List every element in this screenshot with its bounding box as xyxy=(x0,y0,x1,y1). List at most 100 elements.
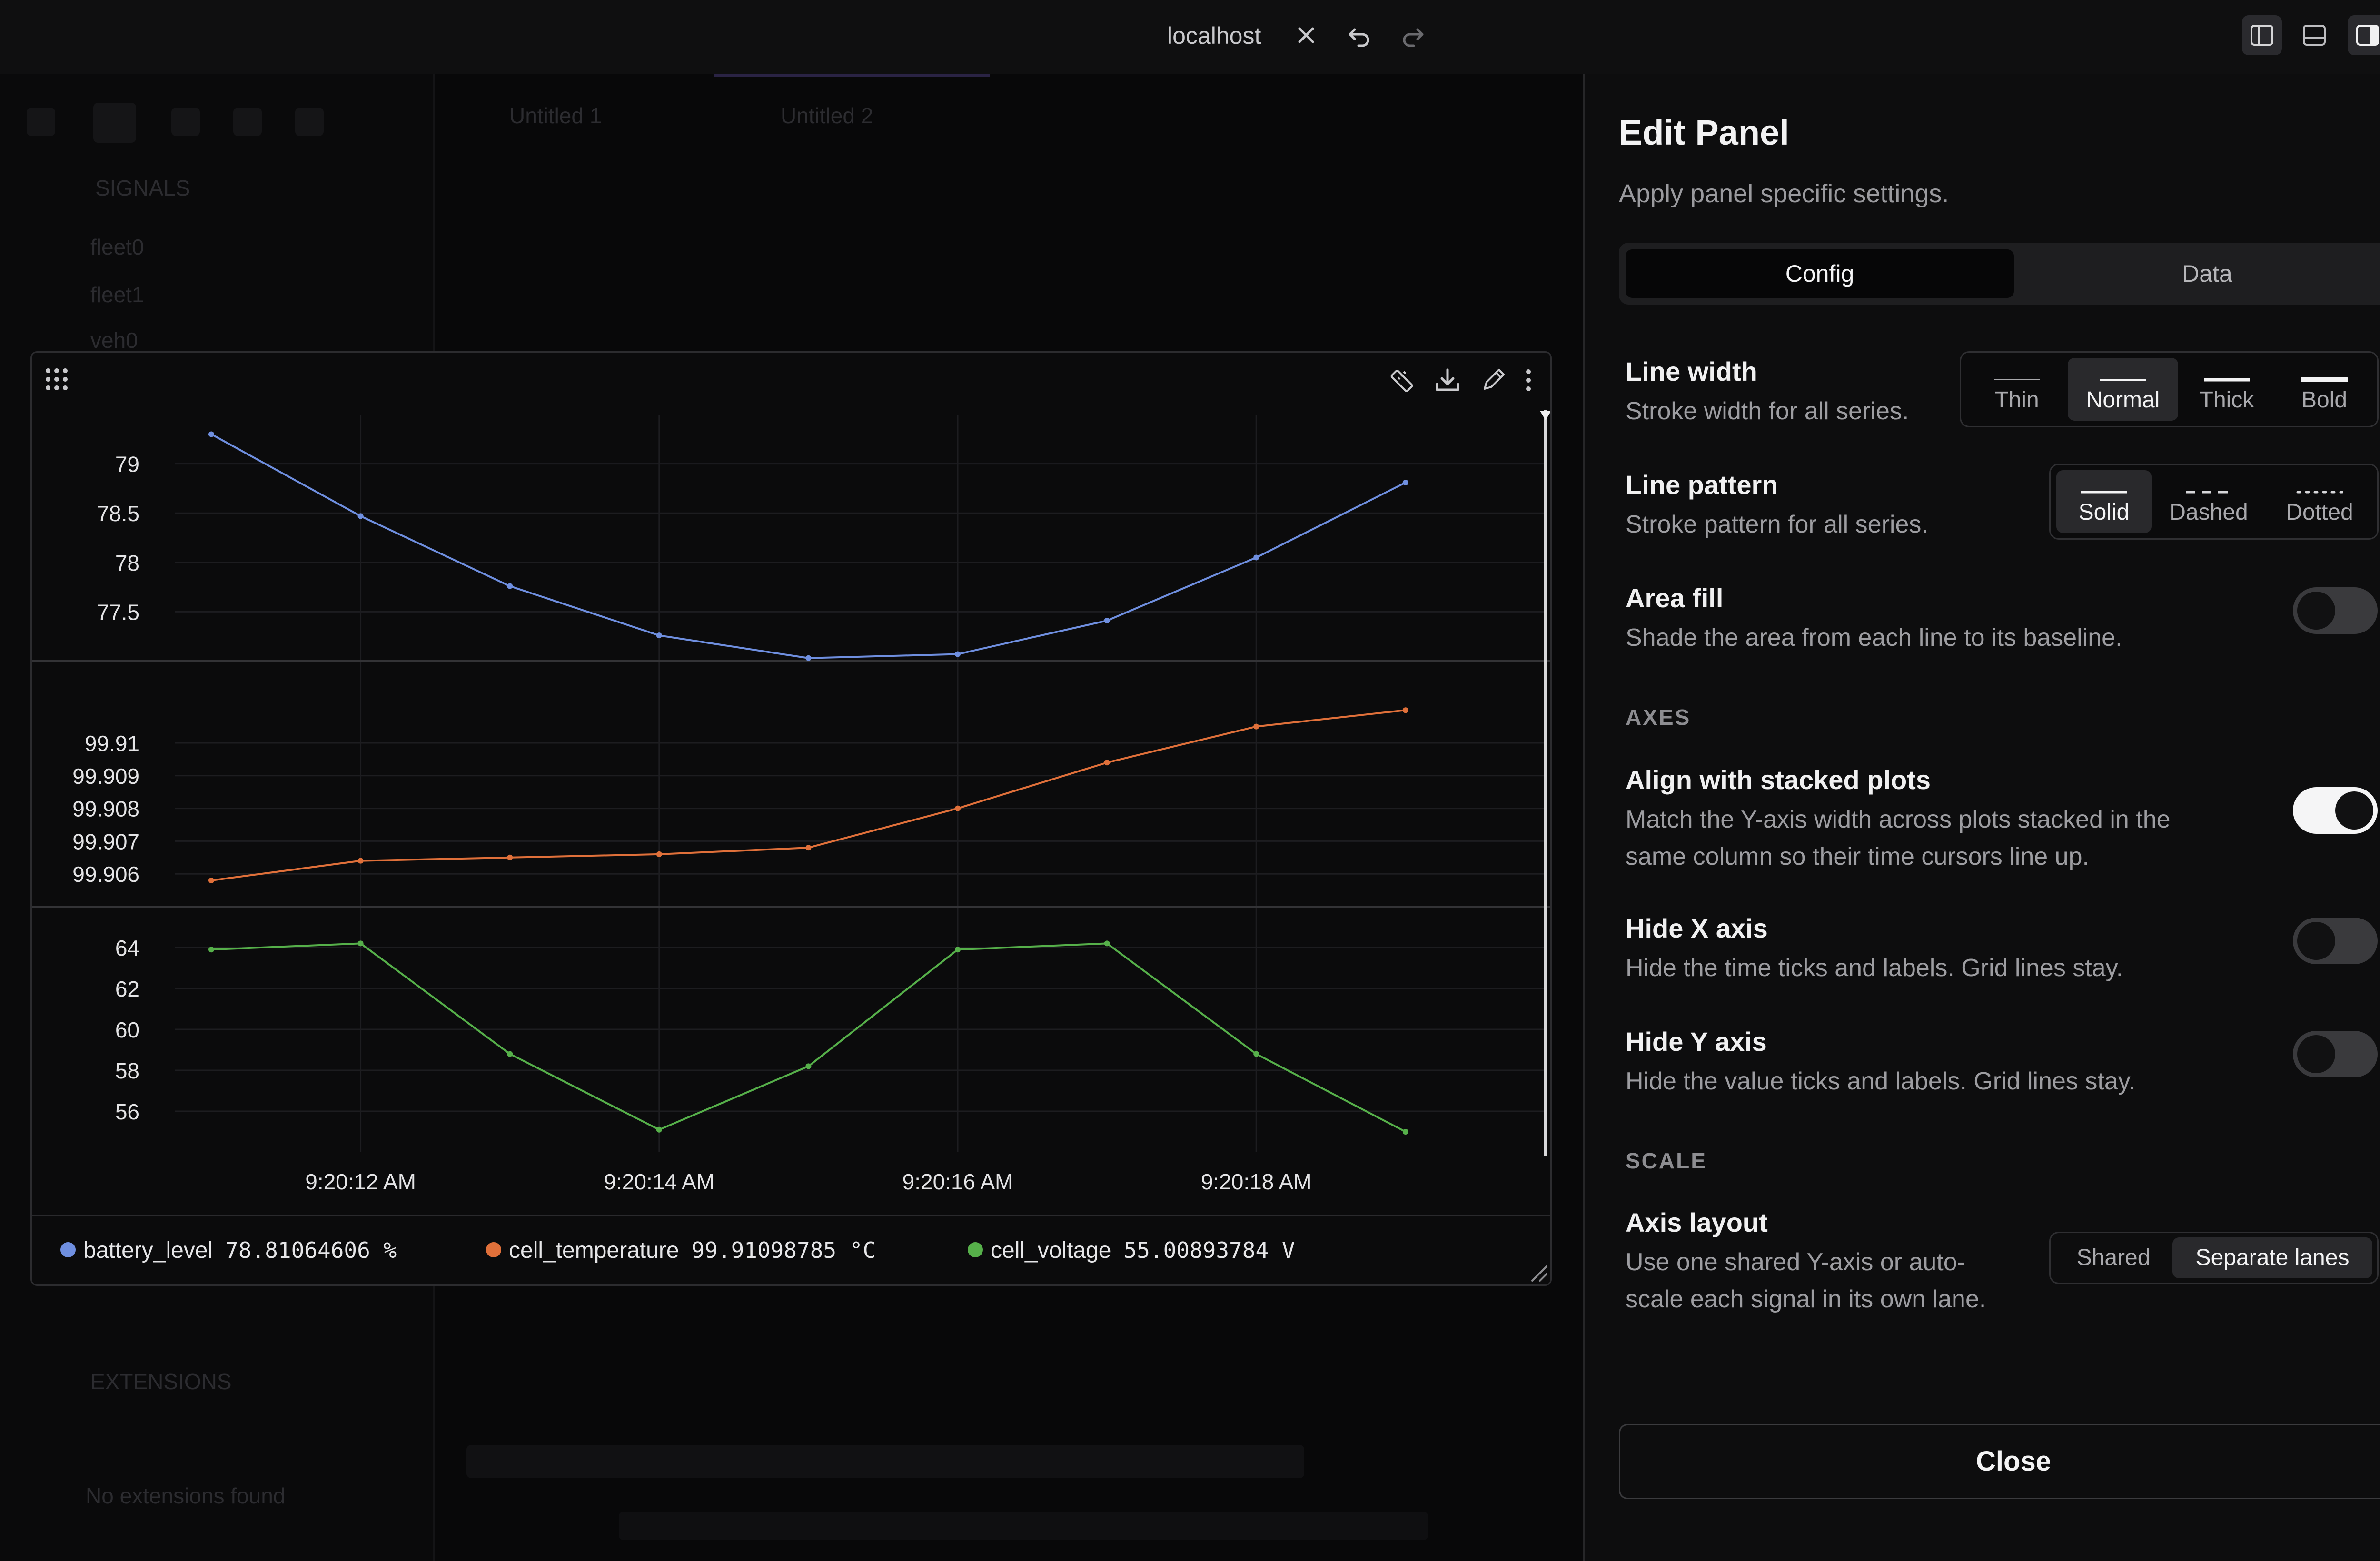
plot-panel[interactable]: 79 78.5 78 77.5 99.91 99.909 99.908 99.907 99.90… xyxy=(30,351,1552,1286)
cell_temperature-point xyxy=(208,877,214,883)
battery_level-point xyxy=(507,583,513,589)
line-pattern-solid-option[interactable]: Solid xyxy=(2056,470,2152,533)
option-label: Thick xyxy=(2199,387,2254,413)
hide-x-axis-desc: Hide the time ticks and labels. Grid lin… xyxy=(1626,954,2123,982)
axis-layout-desc-line2: scale each signal in its own lane. xyxy=(1626,1285,1986,1313)
download-icon[interactable] xyxy=(1432,365,1463,395)
legend-name: battery_level xyxy=(83,1238,213,1263)
tree-header: SIGNALS xyxy=(95,176,190,200)
axis-layout-label: Axis layout xyxy=(1626,1207,1768,1237)
hide-y-axis-desc: Hide the value ticks and labels. Grid li… xyxy=(1626,1067,2136,1095)
x-tick-label: 9:20:12 AM xyxy=(305,1169,416,1194)
align-stacked-desc-line1: Match the Y-axis width across plots stac… xyxy=(1626,806,2171,833)
tree-item: veh0 xyxy=(90,328,138,353)
close-button[interactable]: Close xyxy=(1619,1424,2380,1499)
drag-grip-icon[interactable] xyxy=(42,365,71,394)
normal-stroke-icon xyxy=(2100,379,2146,381)
line-width-bold-option[interactable]: Bold xyxy=(2275,358,2373,421)
y-tick-label: 79 xyxy=(115,452,139,477)
undo-icon[interactable] xyxy=(1344,20,1375,50)
legend-name: cell_temperature xyxy=(509,1238,679,1263)
x-tick-label: 9:20:14 AM xyxy=(604,1169,714,1194)
line-width-selector: Thin Normal Thick Bold xyxy=(1960,351,2379,427)
more-vertical-icon[interactable] xyxy=(1519,365,1538,395)
battery_level-point xyxy=(1402,479,1408,485)
option-label: Solid xyxy=(2078,500,2130,525)
y-tick-label: 99.907 xyxy=(72,829,139,854)
legend-dot xyxy=(60,1242,76,1258)
close-icon[interactable] xyxy=(1291,20,1321,50)
battery_level-point xyxy=(357,513,364,519)
cell_voltage-point xyxy=(507,1051,513,1057)
tree-item: fleet0 xyxy=(90,235,144,259)
line-width-label: Line width xyxy=(1626,356,1757,386)
sidebar-left-icon xyxy=(2251,25,2273,46)
toggle-knob xyxy=(2297,1035,2335,1073)
url-label: localhost xyxy=(1167,22,1261,49)
hide-x-axis-toggle[interactable] xyxy=(2293,918,2378,964)
align-stacked-label: Align with stacked plots xyxy=(1626,765,1931,795)
tab-untitled-1: Untitled 1 xyxy=(509,103,602,128)
line-pattern-dashed-option[interactable]: Dashed xyxy=(2152,470,2265,533)
line-width-normal-option[interactable]: Normal xyxy=(2068,358,2178,421)
hide-y-axis-toggle[interactable] xyxy=(2293,1031,2378,1077)
thin-stroke-icon xyxy=(1994,379,2040,380)
y-tick-label: 99.91 xyxy=(85,731,139,756)
line-pattern-desc: Stroke pattern for all series. xyxy=(1626,511,1928,538)
legend-value: 78.81064606 % xyxy=(225,1237,397,1263)
y-tick-label: 99.906 xyxy=(72,862,139,887)
stacked-line-chart[interactable]: 79 78.5 78 77.5 99.91 99.909 99.908 99.907 99.90… xyxy=(32,353,1550,1215)
legend-dot xyxy=(486,1242,501,1258)
tab-untitled-2: Untitled 2 xyxy=(781,103,873,128)
cell_temperature-point xyxy=(656,851,662,857)
cell_temperature-point xyxy=(955,805,961,811)
cell_voltage-point xyxy=(1104,940,1110,947)
legend-item-battery-level[interactable]: battery_level 78.81064606 % xyxy=(60,1237,397,1264)
area-fill-toggle[interactable] xyxy=(2293,587,2378,634)
time-cursor-marker xyxy=(1540,411,1550,420)
redo-icon[interactable] xyxy=(1398,20,1428,50)
edit-panel: Edit Panel Apply panel specific settings… xyxy=(1583,74,2380,1561)
cell_voltage-point xyxy=(1402,1129,1408,1135)
battery_level-point xyxy=(208,431,214,437)
cell_temperature-point xyxy=(507,854,513,860)
hide-x-axis-label: Hide X axis xyxy=(1626,913,1768,943)
line-pattern-dotted-option[interactable]: Dotted xyxy=(2266,470,2373,533)
y-tick-label: 78 xyxy=(115,551,139,575)
option-label: Bold xyxy=(2301,387,2348,413)
tab-data[interactable]: Data xyxy=(2182,260,2232,287)
axis-layout-separate-lanes-option[interactable]: Separate lanes xyxy=(2172,1237,2372,1278)
panel-tabs: Config Data xyxy=(1619,243,2380,305)
line-pattern-selector: Solid Dashed Dotted xyxy=(2049,464,2379,540)
battery_level-point xyxy=(1253,554,1259,561)
cell_temperature-point xyxy=(1253,723,1259,730)
legend-item-cell-temperature[interactable]: cell_temperature 99.91098785 °C xyxy=(486,1237,876,1264)
cell_temperature-point xyxy=(1402,707,1408,713)
toggle-bottom-panel-button[interactable] xyxy=(2294,15,2334,55)
extensions-empty: No extensions found xyxy=(86,1483,286,1508)
toggle-left-sidebar-button[interactable] xyxy=(2242,15,2282,55)
area-fill-desc: Shade the area from each line to its bas… xyxy=(1626,624,2122,652)
dashed-stroke-icon xyxy=(2186,491,2231,494)
tab-config[interactable]: Config xyxy=(1626,249,2014,298)
ruler-icon[interactable] xyxy=(1387,365,1417,395)
option-label: Thin xyxy=(1994,387,2039,413)
cell_temperature-point xyxy=(357,858,364,864)
x-tick-label: 9:20:18 AM xyxy=(1201,1169,1312,1194)
axes-section-header: AXES xyxy=(1626,705,1691,730)
battery_level-line xyxy=(211,433,1406,659)
thick-stroke-icon xyxy=(2204,378,2250,382)
extensions-header: EXTENSIONS xyxy=(90,1369,232,1394)
legend-item-cell-voltage[interactable]: cell_voltage 55.00893784 V xyxy=(968,1237,1295,1264)
toggle-knob xyxy=(2297,592,2335,630)
pencil-icon[interactable] xyxy=(1478,365,1508,395)
x-tick-label: 9:20:16 AM xyxy=(902,1169,1013,1194)
cell_voltage-point xyxy=(357,940,364,947)
line-width-thick-option[interactable]: Thick xyxy=(2179,358,2274,421)
toggle-right-sidebar-button[interactable] xyxy=(2348,15,2380,55)
align-stacked-toggle[interactable] xyxy=(2293,787,2378,834)
battery_level-point xyxy=(805,655,812,661)
axis-layout-shared-option[interactable]: Shared xyxy=(2076,1245,2151,1270)
line-width-thin-option[interactable]: Thin xyxy=(1967,358,2067,421)
resize-handle-icon[interactable] xyxy=(1527,1262,1548,1283)
